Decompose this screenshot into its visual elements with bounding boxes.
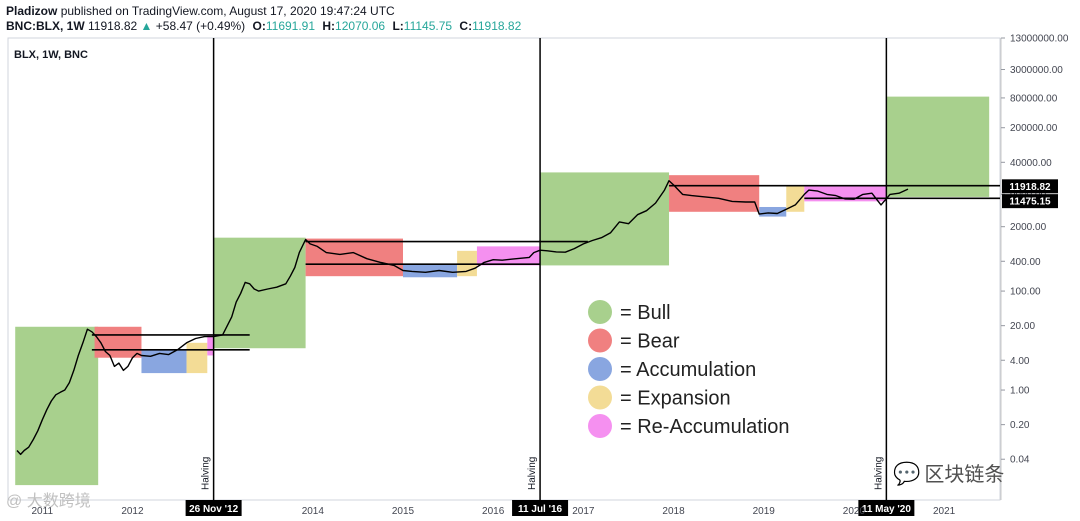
zone-re-accumulation-9 — [476, 246, 541, 266]
legend-label-4: = Re-Accumulation — [620, 416, 790, 438]
high-value: 12070.06 — [335, 19, 386, 33]
legend-label-1: = Bear — [620, 331, 680, 353]
x-tick-label-2: 2014 — [302, 506, 325, 517]
zone-bear-11 — [669, 175, 760, 212]
phase-zones — [15, 96, 990, 486]
x-tick-label-3: 2015 — [392, 506, 415, 517]
zone-expansion-3 — [186, 342, 208, 374]
publish-info: Pladizow published on TradingView.com, A… — [6, 4, 395, 18]
legend-swatch-1 — [588, 328, 612, 353]
halving-date-bg-2 — [858, 500, 915, 516]
x-axis[interactable]: 2011 2012 2014 2015 2016 2017 2018 2019 2020 2021 — [32, 506, 956, 517]
x-tick-label-0: 2011 — [32, 506, 54, 517]
x-tick-label-8: 2020 — [843, 506, 866, 517]
y-tick-label-11: 1.00 — [1010, 386, 1030, 397]
last-price: 11918.82 — [88, 19, 138, 33]
x-tick-label-9: 2021 — [933, 506, 956, 517]
zone-accumulation-12 — [759, 206, 787, 217]
x-tick-label-6: 2018 — [662, 506, 685, 517]
zone-bull-10 — [540, 172, 670, 266]
plot-frame — [7, 37, 1001, 501]
published-text: published on TradingView.com, August 17,… — [60, 4, 395, 18]
open-value: 11691.91 — [265, 19, 316, 33]
low-label: L: — [392, 19, 404, 33]
y-tick-label-2: 800000.00 — [1010, 93, 1058, 104]
halving-date-2: 11 May '20 — [862, 504, 912, 515]
zone-re-accumulation-4 — [207, 334, 214, 356]
triangle-up-icon: ▲ — [140, 19, 153, 33]
price-label-1: 11475.15 — [1009, 197, 1051, 208]
y-tick-label-9: 20.00 — [1010, 321, 1035, 332]
close-label: C: — [459, 19, 473, 33]
y-tick-label-12: 0.20 — [1010, 420, 1030, 431]
price-series — [16, 179, 909, 456]
y-tick-label-3: 200000.00 — [1010, 123, 1058, 134]
high-label: H: — [322, 19, 336, 33]
ohlc-legend: BNC:BLX, 1W 11918.82 ▲ +58.47 (+0.49%) O… — [6, 19, 521, 33]
zone-expansion-13 — [786, 186, 805, 212]
wechat-icon: 💬 — [893, 461, 921, 486]
chart-title: BLX, 1W, BNC — [14, 49, 88, 61]
x-tick-label-4: 2016 — [482, 506, 505, 517]
price-labels: 11918.82 11475.15 — [1002, 179, 1058, 209]
price-change: +58.47 (+0.49%) — [155, 19, 246, 33]
y-tick-label-6: 2000.00 — [1010, 222, 1047, 233]
symbol-label: BNC:BLX, 1W — [6, 19, 85, 33]
legend-swatch-3 — [588, 385, 612, 410]
y-tick-label-13: 0.04 — [1010, 455, 1030, 466]
zone-bull-5 — [213, 237, 306, 349]
zone-bear-6 — [305, 238, 403, 277]
halving-label-2: Halving — [873, 457, 884, 490]
zone-bull-15 — [886, 96, 990, 197]
watermark-right-text: 区块链条 — [924, 464, 1005, 486]
open-label: O: — [252, 19, 266, 33]
x-tick-label-7: 2019 — [753, 506, 776, 517]
y-tick-label-8: 100.00 — [1010, 287, 1041, 298]
price-label-bg-1 — [1002, 194, 1058, 209]
y-tick-label-7: 400.00 — [1010, 257, 1041, 268]
legend-swatch-0 — [588, 300, 612, 324]
author-name: Pladizow — [6, 4, 58, 18]
halving-label-1: Halving — [527, 457, 538, 490]
range-lines — [91, 184, 1000, 351]
legend-swatch-4 — [588, 414, 612, 438]
price-label-0: 11918.82 — [1009, 182, 1051, 193]
halving-date-0: 26 Nov '12 — [189, 504, 239, 515]
x-tick-label-5: 2017 — [572, 506, 595, 517]
halving-date-bg-1 — [512, 500, 569, 516]
y-axis[interactable]: 13000000.00 3000000.00 800000.00 200000.00 4… — [1001, 34, 1069, 466]
legend-label-3: = Expansion — [620, 388, 731, 410]
low-value: 11145.75 — [403, 19, 453, 33]
halving-date-1: 11 Jul '16 — [518, 504, 563, 515]
zone-bear-1 — [94, 326, 142, 358]
halving-label-0: Halving — [201, 457, 212, 490]
y-tick-label-10: 4.00 — [1010, 356, 1030, 367]
x-tick-label-1: 2012 — [121, 506, 144, 517]
legend: = Bull = Bear = Accumulation = Expansion = R… — [588, 300, 790, 438]
halving-markers: Halving 26 Nov '12 Halving 11 Jul '16 Halvin… — [185, 38, 915, 516]
y-tick-label-0: 13000000.00 — [1010, 34, 1069, 45]
legend-label-0: = Bull — [620, 302, 671, 324]
y-tick-label-1: 3000000.00 — [1010, 65, 1063, 76]
halving-date-bg-0 — [185, 500, 242, 516]
y-tick-label-4: 40000.00 — [1010, 158, 1052, 169]
watermark-left: @ 大数跨境 — [6, 493, 91, 510]
legend-label-2: = Accumulation — [620, 359, 756, 381]
zone-bull-0 — [15, 326, 99, 486]
price-label-bg-0 — [1002, 179, 1058, 194]
watermark-right: 💬 区块链条 — [893, 458, 1004, 487]
price-line-0 — [16, 179, 909, 456]
close-value: 11918.82 — [472, 19, 522, 33]
legend-swatch-2 — [588, 357, 612, 381]
